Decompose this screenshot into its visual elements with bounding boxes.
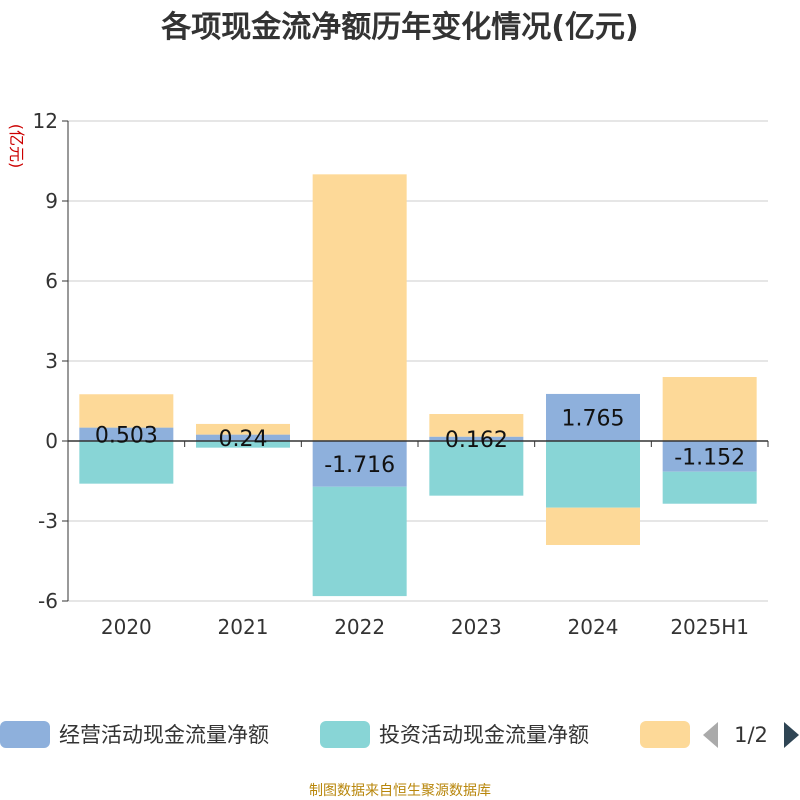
data-label: 0.503 xyxy=(95,423,158,448)
legend-label[interactable]: 经营活动现金流量净额 xyxy=(59,723,269,747)
bar-series3-2021[interactable] xyxy=(196,423,290,435)
bar-series3-2020[interactable] xyxy=(79,394,174,428)
legend-swatch[interactable] xyxy=(640,721,690,748)
x-tick-label: 2022 xyxy=(334,615,385,639)
legend-label[interactable]: 投资活动现金流量净额 xyxy=(379,723,589,747)
x-tick-label: 2025H1 xyxy=(670,615,749,639)
legend-page-indicator: 1/2 xyxy=(734,723,768,747)
axes-layer: 2020 2021 2022 2023 2024 2025H1 xyxy=(67,121,769,639)
bar-series3-2023[interactable] xyxy=(429,414,524,437)
source-note: 制图数据来自恒生聚源数据库 xyxy=(309,783,491,799)
bar-series1-2020[interactable] xyxy=(79,427,174,441)
legend-swatch[interactable] xyxy=(320,721,370,748)
data-label: 0.24 xyxy=(219,427,268,452)
bar-series2-2020[interactable] xyxy=(79,441,174,484)
bar-series1-2025H1[interactable] xyxy=(662,441,757,472)
bar-series1-2022[interactable] xyxy=(312,441,407,487)
data-label: -1.716 xyxy=(324,453,395,478)
chart-title: 各项现金流净额历年变化情况(亿元) xyxy=(160,10,638,45)
legend-swatch[interactable] xyxy=(0,721,50,748)
data-label: -1.152 xyxy=(674,445,745,470)
legend-next-page-icon[interactable] xyxy=(784,722,799,748)
bar-series2-2021[interactable] xyxy=(196,441,290,448)
y-tick-label: -3 xyxy=(38,509,58,533)
y-tick-label: 6 xyxy=(45,269,58,293)
data-labels-layer: 0.503 0.24 -1.716 0.162 1.765 -1.152 xyxy=(95,406,745,477)
bars-layer xyxy=(79,174,757,597)
y-tick-label: 9 xyxy=(45,189,58,213)
x-tick-label: 2021 xyxy=(218,615,269,639)
bar-series3-2025H1[interactable] xyxy=(662,377,757,441)
bar-series1-2024[interactable] xyxy=(546,393,640,441)
legend-prev-page-icon[interactable] xyxy=(703,722,718,748)
bar-series3-2024[interactable] xyxy=(546,507,640,545)
y-tick-label: 3 xyxy=(45,349,58,373)
bar-series3-2022[interactable] xyxy=(312,174,407,442)
x-tick-label: 2024 xyxy=(568,615,619,639)
bar-series2-2022[interactable] xyxy=(312,486,407,597)
x-tick-label: 2023 xyxy=(451,615,502,639)
legend: 经营活动现金流量净额 投资活动现金流量净额 1/2 xyxy=(0,721,799,748)
data-label: 0.162 xyxy=(445,428,508,453)
bar-series2-2023[interactable] xyxy=(429,441,524,496)
bar-series1-2023[interactable] xyxy=(429,436,524,441)
y-tick-label: -6 xyxy=(38,589,58,613)
bar-series2-2025H1[interactable] xyxy=(662,471,757,504)
data-label: 1.765 xyxy=(562,406,625,431)
x-tick-label: 2020 xyxy=(101,615,152,639)
bar-series2-2024[interactable] xyxy=(546,441,640,508)
bar-series1-2021[interactable] xyxy=(196,434,290,441)
y-tick-label: 0 xyxy=(45,429,58,453)
y-tick-label: 12 xyxy=(33,109,58,133)
y-axis-label: (亿元) xyxy=(7,124,26,169)
